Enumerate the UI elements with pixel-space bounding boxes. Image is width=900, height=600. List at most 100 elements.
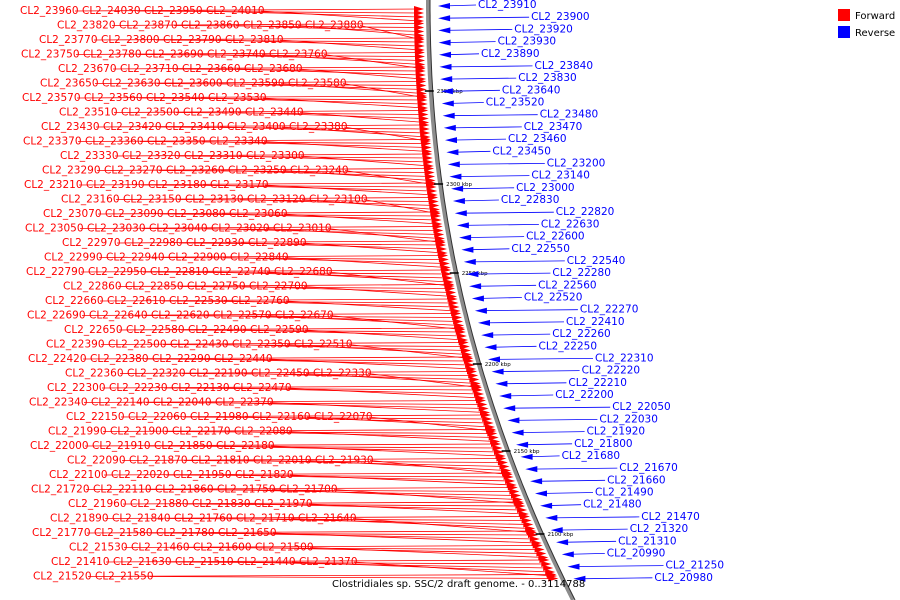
forward-connector	[118, 327, 461, 331]
forward-gene-label: CL2_22650	[64, 324, 123, 336]
forward-connector	[75, 52, 421, 55]
forward-connector	[282, 170, 432, 181]
reverse-gene-label: CL2_23450	[492, 145, 551, 157]
forward-gene-label: CL2_23010	[273, 223, 332, 235]
map-caption: Clostridiales sp. SSC/2 draft genome. - …	[332, 579, 585, 590]
forward-gene-label: CL2_21770	[32, 527, 91, 539]
forward-connector	[263, 141, 429, 152]
forward-connector	[146, 445, 499, 449]
forward-connector	[114, 153, 429, 157]
reverse-feature-mark	[459, 234, 472, 241]
forward-connector	[97, 211, 437, 215]
forward-connector	[163, 387, 479, 391]
forward-connector	[120, 414, 487, 418]
forward-gene-label: CL2_22510	[294, 339, 353, 351]
reverse-feature-mark	[481, 332, 494, 339]
forward-feature-mark	[416, 78, 427, 85]
forward-gene-label: CL2_22360	[65, 368, 124, 380]
forward-gene-label: CL2_23560	[84, 92, 143, 104]
forward-gene-label: CL2_21820	[235, 469, 294, 481]
forward-connector	[93, 37, 421, 41]
forward-gene-label: CL2_22070	[314, 411, 373, 423]
forward-feature-mark	[414, 6, 424, 12]
forward-gene-label: CL2_21900	[110, 426, 169, 438]
reverse-gene-label: CL2_20990	[607, 547, 666, 559]
forward-gene-label: CL2_23950	[144, 5, 203, 17]
reverse-gene-label: CL2_21490	[595, 487, 654, 499]
forward-gene-label: CL2_21810	[191, 455, 250, 467]
forward-feature-mark	[415, 64, 426, 70]
reverse-feature-mark	[447, 161, 460, 168]
forward-connector	[173, 25, 421, 28]
feature-connector-lines	[74, 6, 559, 582]
forward-feature-mark	[416, 86, 427, 93]
forward-connector	[368, 416, 493, 432]
forward-gene-label: CL2_23960	[20, 5, 79, 17]
forward-feature-mark	[422, 155, 433, 161]
forward-gene-labels: CL2_23960 CL2_24030 CL2_23950 CL2_24010 CL2_…	[20, 5, 374, 583]
forward-gene-label: CL2_22640	[89, 310, 148, 322]
forward-connector	[265, 228, 441, 239]
forward-gene-label: CL2_21930	[315, 455, 374, 467]
reverse-gene-label: CL2_22270	[580, 304, 639, 316]
forward-feature-mark	[431, 213, 441, 219]
reverse-feature-mark	[438, 3, 450, 9]
forward-feature-mark	[434, 231, 445, 238]
forward-connector	[284, 257, 447, 268]
forward-gene-label: CL2_22850	[125, 281, 184, 293]
reverse-feature-mark	[439, 51, 451, 58]
forward-gene-label: CL2_23100	[309, 194, 368, 206]
forward-connector	[112, 66, 422, 70]
reverse-connector	[549, 516, 640, 519]
forward-gene-label: CL2_23250	[228, 165, 287, 177]
reverse-feature-mark	[478, 319, 490, 326]
reverse-feature-mark	[507, 417, 520, 424]
forward-gene-label: CL2_22380	[90, 353, 149, 365]
forward-feature-mark	[419, 126, 430, 132]
reverse-connector	[463, 236, 525, 238]
forward-gene-label: CL2_21760	[174, 513, 233, 525]
forward-gene-label: CL2_22060	[128, 411, 187, 423]
forward-connector	[279, 39, 421, 51]
reverse-feature-mark	[516, 441, 529, 448]
forward-gene-label: CL2_21840	[112, 513, 171, 525]
forward-feature-mark	[414, 43, 425, 49]
reverse-connector	[442, 29, 513, 31]
reverse-gene-label: CL2_21480	[583, 499, 642, 511]
reverse-feature-mark	[511, 429, 524, 436]
reverse-gene-label: CL2_23830	[518, 72, 577, 84]
forward-connector	[226, 431, 495, 438]
forward-connector	[117, 284, 451, 287]
reverse-gene-label: CL2_22540	[567, 255, 626, 267]
forward-feature-mark	[419, 122, 430, 128]
forward-gene-label: CL2_22370	[215, 397, 274, 409]
forward-connector	[98, 255, 445, 258]
forward-connector	[229, 561, 550, 569]
forward-connector	[285, 300, 457, 312]
forward-connector	[99, 298, 454, 302]
reverse-gene-label: CL2_22030	[599, 413, 658, 425]
reverse-feature-mark	[461, 246, 474, 253]
forward-gene-label: CL2_22930	[186, 237, 245, 249]
forward-gene-label: CL2_22420	[28, 353, 87, 365]
forward-gene-label: CL2_23660	[182, 63, 241, 75]
forward-gene-label: CL2_23130	[185, 194, 244, 206]
forward-feature-mark	[414, 39, 425, 45]
reverse-gene-label: CL2_22600	[526, 231, 585, 243]
forward-connector	[299, 112, 426, 123]
forward-gene-label: CL2_21700	[279, 484, 338, 496]
forward-connector	[185, 547, 541, 550]
reverse-gene-label: CL2_23840	[535, 60, 594, 72]
forward-connector	[305, 373, 477, 384]
forward-gene-label: CL2_23850	[243, 20, 302, 32]
reverse-feature-mark	[535, 490, 547, 497]
reverse-gene-label: CL2_22830	[501, 194, 560, 206]
forward-gene-label: CL2_22160	[252, 411, 311, 423]
reverse-feature-mark	[573, 575, 586, 582]
forward-connector	[306, 416, 492, 428]
forward-feature-mark	[422, 151, 433, 157]
reverse-feature-mark	[550, 527, 563, 534]
forward-feature-mark	[415, 72, 426, 78]
scale-tick-label: 2300 kbp	[446, 182, 472, 188]
forward-legend-label: Forward	[855, 11, 895, 22]
